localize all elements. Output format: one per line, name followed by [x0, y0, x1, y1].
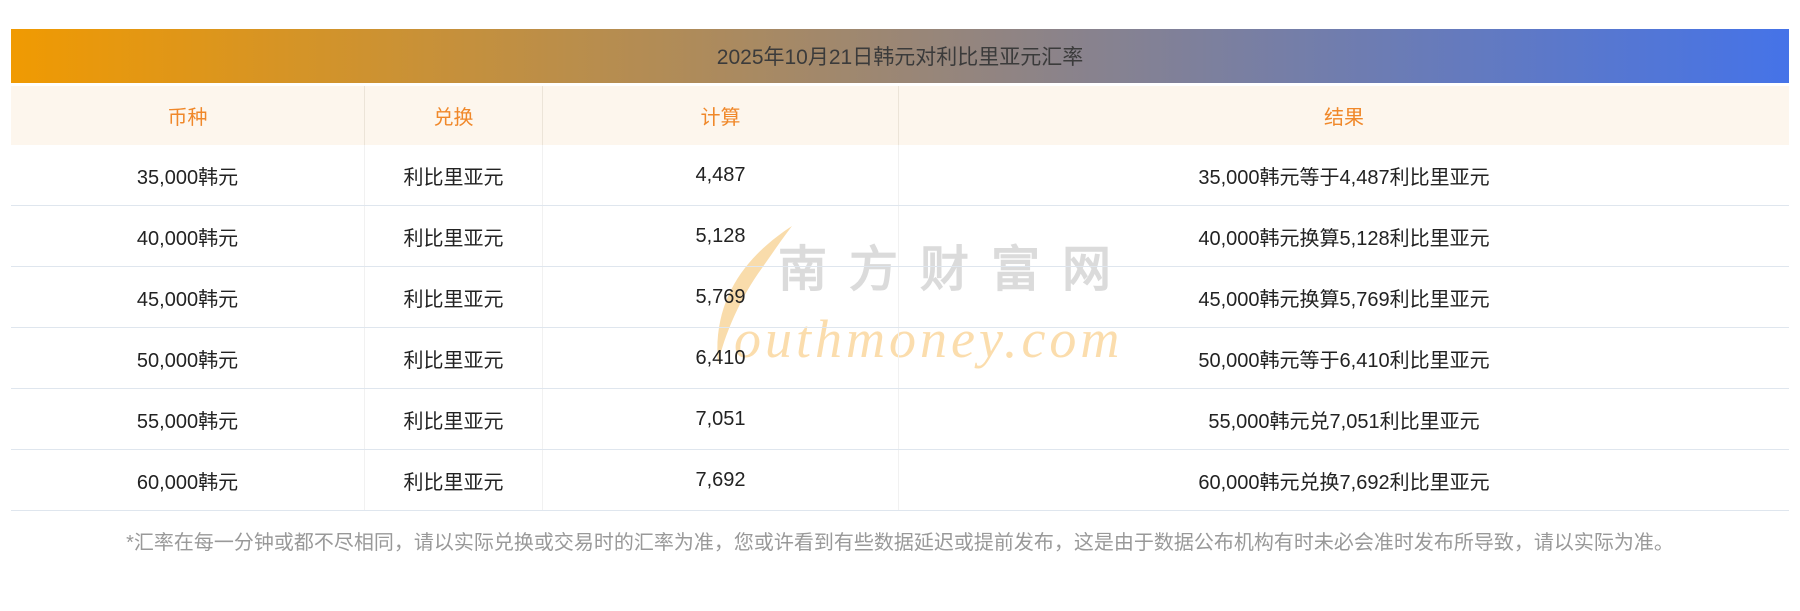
header-cell-calc: 计算 [543, 86, 899, 145]
cell-result: 45,000韩元换算5,769利比里亚元 [1198, 288, 1490, 311]
cell-target: 利比里亚元 [365, 450, 543, 510]
cell-calc: 7,692 [543, 450, 899, 510]
cell-amount: 60,000韩元 [11, 450, 365, 510]
table-body: 35,000韩元 利比里亚元 4,487 35,000韩元等于4,487利比里亚… [11, 145, 1789, 511]
cell-amount: 45,000韩元 [11, 267, 365, 327]
content-area: 2025年10月21日韩元对利比里亚元汇率 币种 兑换 计算 结果 35,000… [11, 0, 1789, 560]
table-row: 45,000韩元 利比里亚元 5,769 45,000韩元换算5,769利比里亚… [11, 267, 1789, 328]
header-cell-currency: 币种 [11, 86, 365, 145]
cell-calc: 6,410 [543, 328, 899, 388]
cell-amount: 35,000韩元 [11, 145, 365, 205]
disclaimer-text: *汇率在每一分钟或都不尽相同，请以实际兑换或交易时的汇率为准，您或许看到有些数据… [126, 532, 1674, 554]
page-title: 2025年10月21日韩元对利比里亚元汇率 [716, 46, 1084, 69]
cell-target: 利比里亚元 [365, 389, 543, 449]
header-cell-exchange: 兑换 [365, 86, 543, 145]
table-row: 60,000韩元 利比里亚元 7,692 60,000韩元兑换7,692利比里亚… [11, 450, 1789, 511]
title-banner: 2025年10月21日韩元对利比里亚元汇率 [11, 29, 1789, 83]
cell-calc: 5,769 [543, 267, 899, 327]
cell-result: 50,000韩元等于6,410利比里亚元 [1198, 349, 1490, 372]
header-cell-result: 结果 [1324, 107, 1364, 129]
cell-result: 35,000韩元等于4,487利比里亚元 [1198, 166, 1490, 189]
cell-result: 40,000韩元换算5,128利比里亚元 [1198, 227, 1490, 250]
cell-result: 55,000韩元兑7,051利比里亚元 [1208, 410, 1480, 433]
table-row: 55,000韩元 利比里亚元 7,051 55,000韩元兑7,051利比里亚元 [11, 389, 1789, 450]
table-header-row: 币种 兑换 计算 结果 [11, 86, 1789, 145]
table-row: 50,000韩元 利比里亚元 6,410 50,000韩元等于6,410利比里亚… [11, 328, 1789, 389]
cell-calc: 7,051 [543, 389, 899, 449]
table-row: 40,000韩元 利比里亚元 5,128 40,000韩元换算5,128利比里亚… [11, 206, 1789, 267]
cell-result: 60,000韩元兑换7,692利比里亚元 [1198, 471, 1490, 494]
cell-target: 利比里亚元 [365, 267, 543, 327]
cell-target: 利比里亚元 [365, 145, 543, 205]
cell-calc: 5,128 [543, 206, 899, 266]
table-row: 35,000韩元 利比里亚元 4,487 35,000韩元等于4,487利比里亚… [11, 145, 1789, 206]
cell-target: 利比里亚元 [365, 328, 543, 388]
cell-calc: 4,487 [543, 145, 899, 205]
cell-amount: 40,000韩元 [11, 206, 365, 266]
cell-target: 利比里亚元 [365, 206, 543, 266]
cell-amount: 55,000韩元 [11, 389, 365, 449]
cell-amount: 50,000韩元 [11, 328, 365, 388]
